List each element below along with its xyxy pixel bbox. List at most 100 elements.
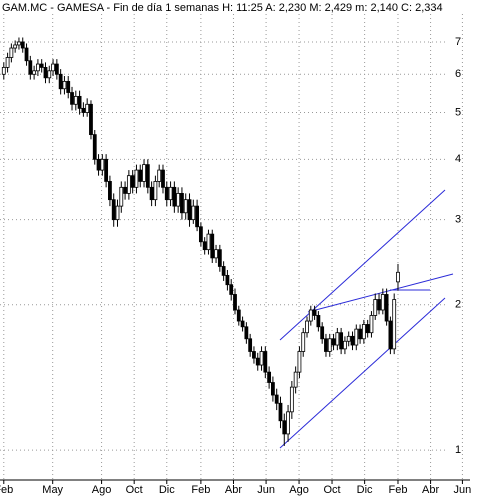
candle-body (225, 274, 230, 286)
candle-body (206, 233, 211, 251)
candle-body (92, 134, 97, 160)
y-tick-label: 1 (455, 444, 461, 456)
trend-line (279, 297, 446, 449)
candle-body (100, 158, 105, 171)
candle-body (176, 193, 181, 207)
candle-body (354, 328, 359, 346)
candle-body (28, 60, 33, 75)
candle-body (164, 186, 169, 201)
x-tick-label: Abr (225, 484, 242, 496)
candle-body (210, 233, 215, 259)
candle-body (17, 41, 21, 46)
candle-body (51, 63, 55, 72)
candle-body (236, 309, 241, 322)
candle-body (274, 394, 279, 404)
candle-body (20, 41, 25, 49)
candle-body (58, 73, 63, 90)
candle-body (39, 63, 44, 68)
candle-body (1, 67, 6, 75)
candle-body (138, 169, 143, 182)
candle-body (168, 186, 173, 201)
candle-body (180, 193, 184, 214)
candle-body (9, 47, 14, 58)
candle-body (316, 315, 321, 328)
trend-line (279, 189, 446, 341)
candle-body (142, 164, 146, 182)
candle-body (365, 324, 370, 334)
candle-body (89, 103, 93, 136)
candle-body (335, 332, 340, 346)
x-tick-label: Feb (0, 484, 13, 496)
candle-body (373, 299, 378, 316)
candle-body (339, 332, 344, 350)
candle-body (134, 169, 139, 188)
x-tick-label: May (42, 484, 63, 496)
candle-body (198, 226, 203, 243)
candle-body (217, 249, 222, 267)
candle-body (293, 371, 298, 388)
candle-body (191, 205, 196, 221)
candle-body (119, 186, 124, 207)
candle-body (282, 420, 287, 435)
candle-body (24, 47, 29, 62)
candle-body (312, 309, 317, 316)
candle-body (70, 92, 74, 105)
candle-body (81, 107, 86, 113)
candle-body (301, 332, 306, 352)
x-tick-label: Feb (388, 484, 407, 496)
candle-body (145, 164, 150, 188)
x-tick-label: Ago (289, 484, 309, 496)
candle-body (305, 320, 309, 334)
x-tick-label: Ago (92, 484, 112, 496)
candle-body (324, 338, 328, 352)
candle-body (130, 175, 135, 188)
candle-body (263, 351, 268, 373)
x-tick-label: Dic (159, 484, 175, 496)
x-tick-label: Feb (191, 484, 210, 496)
candle-body (289, 386, 294, 413)
candle-body (392, 299, 397, 350)
candle-body (358, 328, 362, 340)
candle-body (361, 324, 366, 340)
x-tick-label: Jun (257, 484, 275, 496)
trend-line (307, 273, 454, 313)
candle-body (259, 351, 264, 366)
candle-body (66, 80, 71, 93)
y-tick-label: 4 (455, 153, 461, 165)
candle-body (108, 181, 112, 201)
candle-body (388, 320, 393, 350)
candle-body (126, 175, 131, 194)
y-tick-label: 3 (455, 214, 461, 226)
candle-body (377, 299, 381, 311)
candle-body (297, 351, 302, 373)
candle-body (187, 199, 192, 221)
candle-body (62, 80, 67, 90)
candle-body (115, 205, 120, 221)
candle-body (5, 57, 10, 68)
candle-body (248, 338, 253, 352)
x-tick-label: Oct (126, 484, 143, 496)
candle-body (47, 70, 52, 79)
x-tick-label: Abr (422, 484, 439, 496)
candle-body (320, 326, 325, 340)
y-tick-label: 5 (455, 106, 461, 118)
candle-body (96, 158, 101, 171)
candle-body (343, 340, 347, 350)
candle-body (153, 181, 158, 201)
candle-body (286, 411, 290, 435)
candle-body (369, 315, 374, 334)
candle-body (32, 70, 37, 75)
candle-body (350, 335, 355, 346)
candle-body (183, 199, 188, 214)
candle-body (123, 186, 127, 194)
candle-body (346, 335, 351, 342)
candle-body (327, 338, 332, 352)
candle-body (278, 402, 283, 422)
candle-body (271, 382, 275, 396)
candle-body (308, 309, 313, 322)
trend-lines (279, 189, 454, 449)
candle-body (384, 294, 389, 322)
candle-body (255, 357, 260, 366)
